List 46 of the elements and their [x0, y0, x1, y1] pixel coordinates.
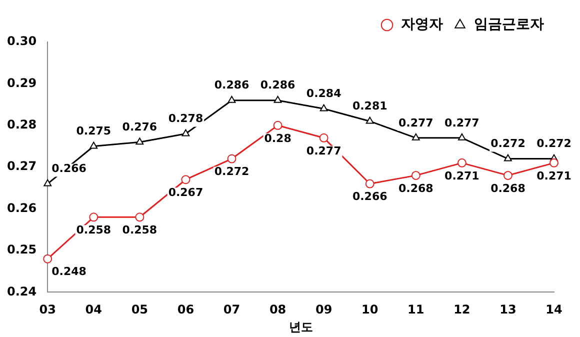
- x-tick-label: 08: [269, 302, 286, 317]
- data-label: 0.286: [260, 78, 296, 92]
- data-label: 0.268: [490, 182, 526, 195]
- legend-label: 임금근로자: [474, 16, 544, 33]
- x-tick-label: 04: [85, 302, 102, 317]
- legend-label: 자영자: [401, 16, 443, 33]
- data-label: 0.277: [398, 116, 434, 130]
- x-tick-label: 12: [454, 302, 470, 317]
- data-label: 0.266: [52, 162, 87, 176]
- data-label: 0.272: [536, 137, 572, 150]
- data-label: 0.272: [490, 137, 526, 150]
- data-label: 0.271: [536, 169, 572, 182]
- data-label: 0.258: [76, 224, 112, 236]
- data-label: 0.258: [122, 224, 158, 236]
- y-tick-label: 0.30: [7, 34, 37, 48]
- data-label: 0.271: [444, 169, 480, 182]
- x-tick-label: 11: [408, 302, 424, 317]
- x-tick-label: 13: [500, 302, 516, 317]
- y-tick-label: 0.28: [7, 118, 37, 132]
- data-label: 0.277: [444, 116, 480, 130]
- data-label: 0.275: [76, 124, 112, 138]
- y-tick-label: 0.29: [7, 76, 37, 90]
- data-label: 0.284: [306, 87, 342, 100]
- data-label: 0.277: [306, 144, 342, 158]
- y-tick-label: 0.24: [7, 284, 37, 298]
- x-tick-label: 05: [131, 302, 148, 317]
- x-tick-label: 09: [315, 302, 332, 317]
- data-label: 0.278: [168, 112, 204, 126]
- data-label: 0.281: [352, 100, 388, 113]
- x-tick-label: 03: [39, 302, 56, 317]
- y-tick-label: 0.27: [7, 159, 37, 174]
- x-axis-title: 년도: [288, 320, 313, 334]
- data-label: 0.286: [214, 78, 250, 92]
- x-tick-label: 14: [546, 302, 562, 317]
- data-label: 0.28: [264, 132, 292, 145]
- y-tick-label: 0.25: [7, 242, 37, 257]
- x-tick-label: 10: [362, 302, 378, 317]
- data-label: 0.276: [122, 120, 158, 134]
- data-label: 0.272: [214, 165, 250, 178]
- data-label: 0.248: [52, 265, 86, 278]
- x-tick-label: 06: [177, 302, 194, 317]
- x-tick-label: 07: [223, 302, 240, 317]
- data-label: 0.268: [398, 182, 434, 195]
- y-tick-label: 0.26: [7, 200, 37, 215]
- data-label: 0.267: [168, 186, 204, 199]
- data-label: 0.266: [352, 190, 388, 204]
